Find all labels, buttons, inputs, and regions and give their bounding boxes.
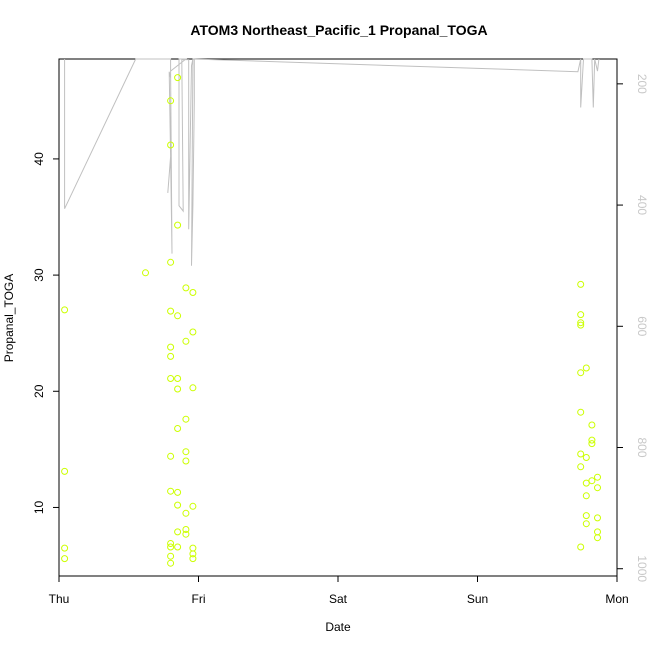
data-point [167,552,175,560]
data-point [577,450,585,458]
data-point [182,509,190,517]
data-point [182,448,190,456]
data-point [182,457,190,465]
data-point [174,543,182,551]
data-point [174,74,182,82]
data-point [588,477,596,485]
data-point [189,328,197,336]
data-point [61,306,69,314]
data-point [174,488,182,496]
data-point [582,454,590,461]
data-point [577,311,585,319]
data-point [582,479,590,487]
data-point [189,502,197,510]
data-point [582,520,590,528]
data-point [142,269,149,277]
x-tick-label: Fri [192,592,206,606]
x-tick-label: Thu [49,592,70,606]
data-point [61,467,69,475]
y2-tick-label: 200 [635,74,649,94]
pressure-line-layer [64,58,600,266]
x-axis: Thu Fri Sat Sun Mon [49,575,629,606]
x-axis-label: Date [325,620,351,634]
chart-title: ATOM3 Northeast_Pacific_1 Propanal_TOGA [190,22,487,38]
data-point [577,543,585,551]
data-point [588,421,596,429]
data-point [174,385,182,393]
data-point [174,375,182,382]
data-point [588,440,596,448]
data-point [167,258,175,266]
data-point [61,544,69,552]
data-point [582,364,590,372]
data-point [182,526,190,533]
x-tick-label: Sun [467,592,488,606]
data-point [167,559,175,567]
data-point [577,369,585,377]
data-point [182,337,190,345]
data-point [167,540,175,547]
data-point [582,492,590,500]
data-point [174,221,182,229]
data-point [582,512,590,520]
data-point [594,484,601,492]
y-tick-label: 20 [32,384,46,398]
data-point [174,312,182,320]
data-point [577,408,585,416]
data-point [189,544,197,552]
data-point [61,555,69,563]
data-point [167,352,175,360]
data-point [167,97,175,105]
y2-tick-label: 800 [635,437,649,457]
data-point [167,343,175,351]
data-point [577,319,585,327]
data-point [174,528,182,536]
y2-tick-label: 600 [635,316,649,336]
data-point [189,555,197,563]
data-point [167,141,175,149]
x-tick-label: Sat [329,592,348,606]
y2-tick-label: 400 [635,195,649,215]
data-point [174,501,182,509]
scatter-points-layer [61,74,601,567]
data-point [167,375,175,382]
data-point [167,307,175,315]
data-point [167,487,175,495]
data-point [594,528,601,536]
data-point [577,463,585,471]
y-axis: 10 20 30 40 [32,152,60,514]
data-point [182,284,190,292]
data-point [189,550,197,558]
data-point [189,384,197,392]
y-axis-label: Propanal_TOGA [2,274,16,363]
x-tick-label: Mon [605,592,628,606]
data-point [577,280,585,288]
data-point [174,425,182,432]
data-point [577,321,585,329]
data-point [189,289,197,296]
y2-axis: 200 400 600 800 1000 [616,74,649,582]
data-point [594,534,601,542]
pressure-line [64,58,600,266]
data-point [594,473,601,481]
data-point [182,530,190,538]
data-point [594,514,601,522]
y-tick-label: 40 [32,152,46,166]
data-point [182,415,190,423]
data-point [588,436,596,444]
data-point [167,452,175,460]
y-tick-label: 10 [32,500,46,514]
data-point [167,543,175,551]
plot-frame [58,58,618,577]
y-tick-label: 30 [32,268,46,282]
y2-tick-label: 1000 [635,555,649,582]
